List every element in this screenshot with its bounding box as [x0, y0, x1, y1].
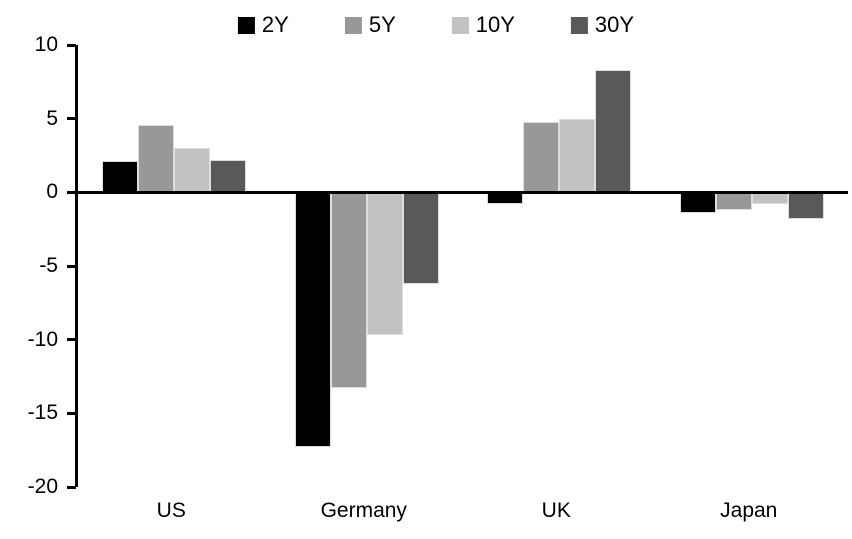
- bar-japan-10y: [751, 192, 788, 205]
- bar-us-10y: [174, 148, 211, 193]
- bar-uk-5y: [523, 121, 560, 193]
- x-axis-label-us: US: [156, 499, 186, 522]
- y-tick-label: 10: [34, 33, 58, 56]
- y-axis-tick: [67, 411, 76, 415]
- bar-us-2y: [102, 161, 139, 193]
- legend-swatch-icon: [344, 16, 362, 34]
- legend-item-5y: 5Y: [344, 12, 396, 37]
- legend-swatch-icon: [451, 16, 469, 34]
- zero-baseline: [78, 190, 848, 194]
- y-axis-tick: [67, 43, 76, 47]
- y-axis-tick: [67, 117, 76, 121]
- bar-germany-2y: [294, 192, 331, 448]
- legend-label: 30Y: [594, 12, 635, 37]
- y-tick-label: -20: [27, 475, 58, 498]
- bar-japan-5y: [715, 192, 752, 210]
- legend-label: 5Y: [368, 12, 396, 37]
- bar-japan-30y: [787, 192, 824, 219]
- x-axis-label-germany: Germany: [320, 499, 407, 522]
- y-tick-label: -15: [27, 401, 58, 425]
- y-tick-label: -5: [39, 254, 58, 277]
- y-tick-label: 5: [46, 106, 58, 130]
- bar-japan-2y: [679, 192, 716, 213]
- legend-swatch-icon: [570, 16, 588, 34]
- y-tick-label: -10: [27, 327, 58, 351]
- legend-swatch-icon: [237, 16, 255, 34]
- y-axis-tick: [67, 190, 76, 194]
- chart-legend: 2Y 5Y 10Y 30Y: [237, 12, 635, 37]
- legend-item-10y: 10Y: [451, 12, 515, 37]
- legend-label: 10Y: [475, 12, 515, 37]
- x-axis-label-japan: Japan: [720, 499, 778, 522]
- bar-us-30y: [210, 159, 247, 193]
- x-axis-label-uk: UK: [541, 499, 571, 522]
- bar-uk-10y: [559, 118, 596, 193]
- y-axis-tick: [67, 338, 76, 342]
- y-axis-tick: [67, 264, 76, 268]
- plot-area: [75, 45, 848, 487]
- bar-germany-10y: [366, 192, 403, 336]
- y-axis-tick: [67, 485, 76, 489]
- bar-uk-2y: [487, 192, 524, 205]
- bar-germany-30y: [402, 192, 439, 284]
- y-tick-label: 0: [46, 180, 58, 204]
- bar-us-5y: [138, 124, 175, 193]
- bar-uk-30y: [595, 70, 632, 193]
- legend-item-2y: 2Y: [237, 12, 289, 37]
- bar-germany-5y: [330, 192, 367, 389]
- legend-item-30y: 30Y: [570, 12, 635, 37]
- legend-label: 2Y: [261, 12, 289, 37]
